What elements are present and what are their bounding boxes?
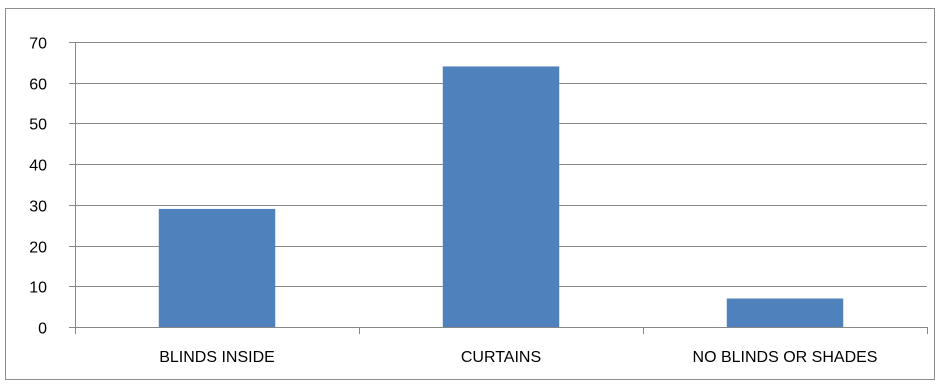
y-tick-label: 70	[29, 36, 47, 53]
axes	[69, 42, 928, 334]
y-tick-label: 20	[29, 240, 47, 257]
y-tick-label: 10	[29, 280, 47, 297]
x-category-label: NO BLINDS OR SHADES	[693, 349, 878, 366]
bar	[726, 298, 844, 327]
bar	[442, 66, 560, 327]
y-tick-label: 60	[29, 77, 47, 94]
y-tick-label: 50	[29, 117, 47, 134]
bar	[158, 208, 276, 327]
y-tick-label: 40	[29, 158, 47, 175]
y-tick-label: 30	[29, 199, 47, 216]
bars	[158, 66, 844, 327]
x-category-label: BLINDS INSIDE	[159, 349, 275, 366]
x-category-label: CURTAINS	[461, 349, 541, 366]
y-tick-label: 0	[38, 321, 47, 338]
labels: 0 10 20 30 40 50 60 70 BLINDS INSIDE CURTAINS NO B…	[29, 36, 877, 367]
